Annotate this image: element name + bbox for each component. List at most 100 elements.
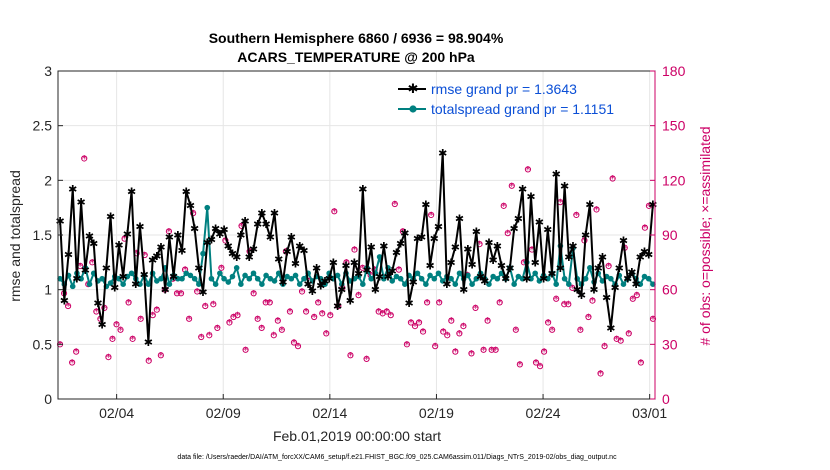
rmse-point: ✱ bbox=[430, 232, 439, 245]
obs-assimilated-point: * bbox=[118, 325, 123, 336]
totalspread-point bbox=[608, 275, 614, 282]
totalspread-point bbox=[494, 275, 501, 282]
rmse-point: ✱ bbox=[631, 278, 640, 291]
rmse-point: ✱ bbox=[564, 251, 573, 264]
rmse-point: ✱ bbox=[72, 273, 81, 286]
obs-possible-point bbox=[137, 315, 144, 322]
obs-assimilated-point: * bbox=[509, 181, 514, 192]
x-axis-label: Feb.01,2019 00:00:00 start bbox=[273, 428, 441, 444]
obs-possible-point bbox=[165, 228, 173, 235]
obs-possible-point bbox=[242, 346, 249, 353]
totalspread-point bbox=[490, 273, 496, 280]
rmse-point: ✱ bbox=[131, 278, 140, 291]
obs-assimilated-point: * bbox=[360, 263, 365, 274]
totalspread-point bbox=[137, 281, 143, 288]
obs-assimilated-point: * bbox=[271, 331, 276, 342]
rmse-point: ✱ bbox=[312, 262, 321, 275]
obs-assimilated-point: * bbox=[610, 174, 615, 185]
obs-assimilated-point: * bbox=[497, 298, 502, 309]
rmse-point: ✱ bbox=[228, 248, 237, 261]
obs-possible-point bbox=[565, 301, 572, 308]
obs-possible-point bbox=[226, 319, 233, 326]
totalspread-point bbox=[196, 281, 202, 288]
rmse-point: ✱ bbox=[543, 224, 552, 237]
rmse-point: ✱ bbox=[55, 215, 64, 228]
obs-possible-point bbox=[492, 346, 499, 353]
rmse-point: ✱ bbox=[60, 295, 69, 308]
rmse-point: ✱ bbox=[283, 245, 292, 258]
totalspread-point bbox=[645, 275, 652, 282]
obs-assimilated-point: * bbox=[481, 345, 486, 356]
totalspread-point bbox=[561, 275, 568, 282]
totalspread-point bbox=[355, 273, 362, 280]
obs-assimilated-point: * bbox=[449, 316, 454, 327]
rmse-point: ✱ bbox=[182, 185, 191, 198]
obs-possible-point bbox=[250, 290, 257, 297]
obs-possible-point bbox=[347, 352, 354, 359]
obs-possible-point bbox=[153, 306, 160, 313]
obs-assimilated-point: * bbox=[336, 302, 341, 313]
obs-assimilated-point: * bbox=[279, 325, 284, 336]
x-tick-label: 02/09 bbox=[206, 405, 241, 421]
rmse-point: ✱ bbox=[568, 240, 577, 253]
obs-assimilated-point: * bbox=[82, 154, 87, 165]
obs-possible-point bbox=[480, 346, 487, 353]
rmse-point: ✱ bbox=[451, 241, 460, 254]
rmse-point: ✱ bbox=[320, 275, 329, 288]
rmse-point: ✱ bbox=[636, 251, 645, 264]
obs-assimilated-point: * bbox=[296, 342, 301, 353]
rmse-point: ✱ bbox=[589, 284, 598, 297]
rmse-point: ✱ bbox=[152, 250, 161, 263]
obs-possible-point bbox=[649, 315, 657, 322]
chart-title-line-1: Southern Hemisphere 6860 / 6936 = 98.904… bbox=[209, 30, 504, 46]
rmse-point: ✱ bbox=[245, 251, 254, 264]
obs-possible-point bbox=[262, 299, 269, 306]
obs-possible-point bbox=[456, 330, 463, 337]
obs-assimilated-point: * bbox=[606, 261, 611, 272]
rmse-point: ✱ bbox=[552, 168, 561, 181]
totalspread-point bbox=[515, 273, 522, 280]
rmse-point: ✱ bbox=[615, 262, 624, 275]
rmse-point: ✱ bbox=[337, 284, 346, 297]
obs-assimilated-point: * bbox=[78, 261, 83, 272]
obs-assimilated-point: * bbox=[223, 236, 228, 247]
rmse-point: ✱ bbox=[270, 207, 279, 220]
totalspread-point bbox=[389, 278, 396, 284]
rmse-point: ✱ bbox=[413, 232, 422, 245]
rmse-point: ✱ bbox=[240, 215, 249, 228]
obs-possible-point bbox=[145, 357, 152, 364]
rmse-point: ✱ bbox=[123, 228, 132, 241]
totalspread-point bbox=[153, 278, 160, 284]
legend-label-totalspread: totalspread grand pr = 1.1151 bbox=[431, 101, 614, 117]
obs-assimilated-point: * bbox=[344, 258, 349, 269]
rmse-point: ✱ bbox=[640, 245, 649, 258]
rmse-point: ✱ bbox=[476, 271, 485, 284]
obs-possible-point bbox=[202, 302, 209, 310]
totalspread-point bbox=[246, 275, 253, 282]
obs-possible-point bbox=[274, 317, 281, 324]
totalspread-point bbox=[423, 281, 429, 288]
totalspread-point bbox=[381, 275, 387, 282]
obs-possible-point bbox=[500, 202, 507, 209]
rmse-point: ✱ bbox=[417, 231, 426, 244]
obs-assimilated-point: * bbox=[396, 265, 401, 276]
rmse-point: ✱ bbox=[274, 253, 283, 266]
rmse-point: ✱ bbox=[354, 267, 363, 280]
rmse-point: ✱ bbox=[224, 240, 233, 253]
totalspread-point bbox=[519, 275, 526, 282]
obs-possible-point bbox=[113, 321, 120, 328]
obs-assimilated-point: * bbox=[158, 351, 163, 362]
rmse-point: ✱ bbox=[253, 218, 262, 231]
totalspread-point bbox=[179, 275, 185, 282]
obs-assimilated-point: * bbox=[566, 300, 571, 311]
obs-possible-point bbox=[468, 350, 475, 357]
obs-assimilated-point: * bbox=[122, 234, 127, 245]
totalspread-point bbox=[183, 270, 190, 277]
rmse-point: ✱ bbox=[98, 319, 107, 332]
obs-assimilated-point: * bbox=[195, 287, 200, 298]
obs-possible-point bbox=[609, 175, 616, 182]
obs-assimilated-point: * bbox=[521, 258, 526, 269]
rmse-point: ✱ bbox=[287, 231, 296, 244]
totalspread-point bbox=[166, 281, 173, 288]
